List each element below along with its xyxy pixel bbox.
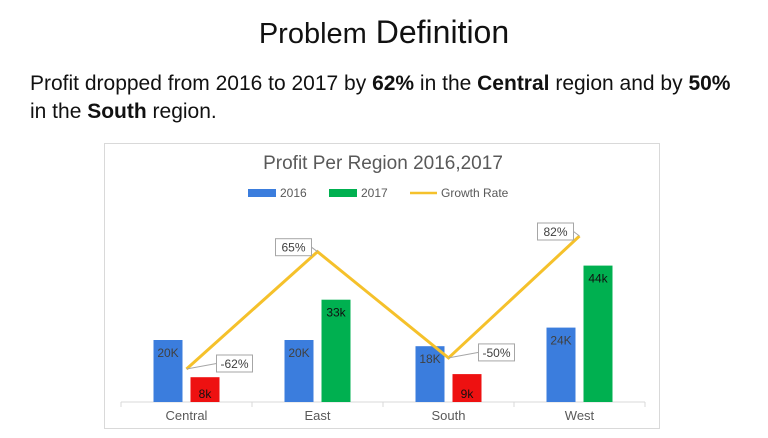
growth-callout-box-east [275, 238, 312, 257]
bar-2016-south [415, 346, 445, 402]
growth-label-west: 82% [543, 225, 567, 239]
legend-label-2017: 2017 [361, 186, 388, 200]
summary-t4: in the [30, 100, 88, 123]
growth-callout-leader-east [311, 246, 318, 253]
slide-title-part1: Problem [258, 18, 367, 50]
summary-b1: 62% [372, 72, 415, 95]
growth-callout-leader-central [186, 363, 217, 370]
bar-label-2017-central: 8k [199, 387, 213, 401]
legend-label-2016: 2016 [280, 186, 307, 200]
chart-title: Profit Per Region 2016,2017 [263, 153, 503, 174]
bar-2017-west [583, 265, 613, 402]
growth-label-central: -62% [220, 357, 248, 371]
summary-t3: region and by [549, 72, 689, 95]
growth-label-east: 65% [281, 241, 305, 255]
growth-callout-box-south [478, 343, 515, 362]
slide-title: Problem Definition [0, 14, 768, 51]
summary-b4: South [87, 100, 147, 123]
growth-rate-line [185, 234, 581, 371]
growth-callout-leader-south [448, 351, 479, 359]
bar-label-2017-east: 33k [326, 306, 346, 320]
legend-label-growth: Growth Rate [441, 186, 509, 200]
bar-label-bg-2017-west [585, 270, 611, 286]
summary-t1: Profit dropped from 2016 to 2017 by [30, 72, 373, 95]
growth-callout-leader-west [573, 231, 580, 237]
legend-swatch-2016 [248, 189, 276, 197]
bar-label-2017-south: 9k [461, 387, 475, 401]
bar-label-2016-central: 20K [157, 346, 178, 360]
slide-title-part2: Definition [375, 14, 510, 50]
x-tick-label-central: Central [166, 408, 208, 423]
growth-callout-box-central [216, 354, 253, 373]
chart-svg: Profit Per Region 2016,2017 2016 2017 Growt… [120, 153, 646, 423]
bar-label-2016-east: 20K [288, 346, 309, 360]
summary-text: Profit dropped from 2016 to 2017 by 62% … [30, 70, 750, 126]
summary-t5: region. [146, 100, 217, 123]
bar-label-2016-south: 18K [419, 352, 440, 366]
growth-callout-box-west [537, 222, 574, 241]
bar-2016-west [546, 327, 576, 402]
x-tick-label-east: East [304, 408, 330, 423]
x-tick-label-west: West [565, 408, 595, 423]
growth-label-south: -50% [482, 346, 510, 360]
bar-label-bg-2017-east [323, 304, 349, 320]
x-tick-label-south: South [432, 408, 466, 423]
chart-frame: Profit Per Region 2016,2017 2016 2017 Growt… [104, 143, 660, 429]
summary-b3: 50% [688, 72, 731, 95]
bar-label-2017-west: 44k [588, 272, 608, 286]
legend-swatch-2017 [329, 189, 357, 197]
summary-b2: Central [477, 72, 550, 95]
bar-2016-central [153, 340, 183, 402]
bar-2016-east [284, 340, 314, 402]
bar-label-bg-2017-central [192, 386, 218, 401]
summary-t2: in the [414, 72, 478, 95]
bar-label-bg-2017-south [454, 386, 480, 401]
bar-label-2016-west: 24K [550, 334, 571, 348]
